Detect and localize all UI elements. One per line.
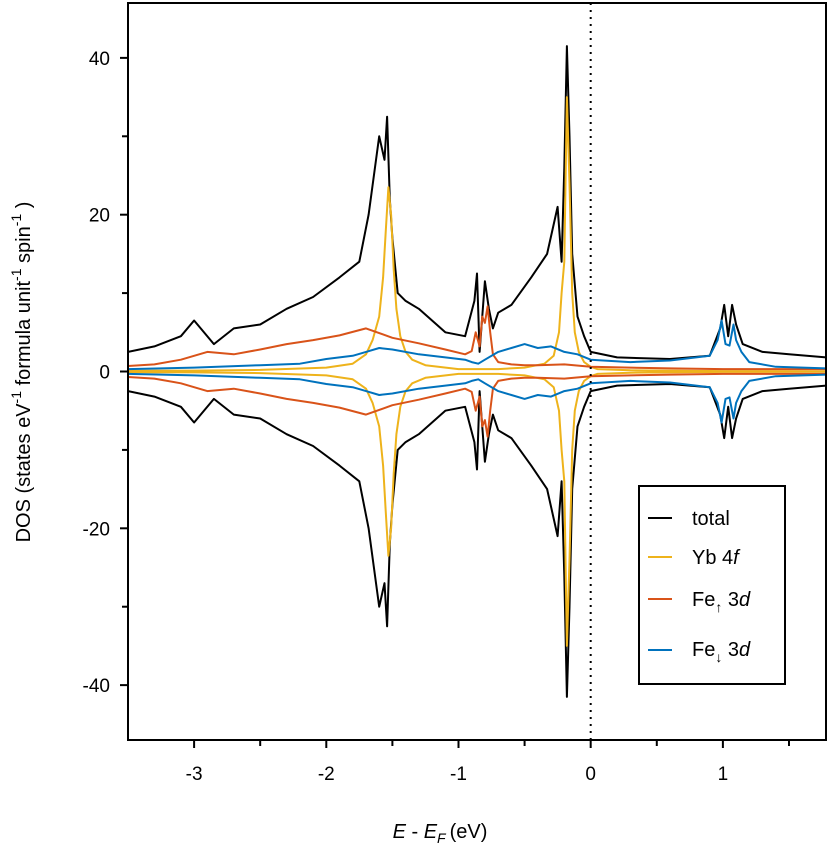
x-axis-title-e: E (393, 821, 407, 843)
y-tick-label: 40 (89, 49, 110, 70)
x-axis-title: E - EF (eV) (393, 821, 488, 846)
x-tick-label: 1 (718, 764, 729, 785)
legend-label-fe-up: Fe↑ 3d (692, 589, 751, 615)
plot-area (127, 2, 827, 741)
x-axis-title-unit: (eV) (450, 821, 488, 843)
y-tick-label: 20 (89, 206, 110, 227)
legend-label-fe-down-main: Fe (692, 639, 715, 661)
x-tick-label: 0 (585, 764, 596, 785)
series-fe_down_3d-up (128, 319, 826, 371)
y-tick-label: 0 (99, 363, 110, 384)
x-tick-label: -3 (186, 764, 203, 785)
legend-label-fe-up-sub: ↑ (715, 599, 722, 615)
y-axis-title: DOS (states eV-1 formula unit-1 spin-1 ) (8, 202, 35, 543)
legend-label-total-text: total (692, 508, 730, 530)
legend-label-fe-down-italic: d (739, 639, 751, 661)
series-fe_down_3d-down (128, 372, 826, 424)
x-tick-label: -1 (450, 764, 467, 785)
series-yb4f-up (128, 96, 826, 373)
x-axis-title-ef: E (424, 821, 438, 843)
legend-label-fe-down-sub: ↓ (715, 649, 722, 665)
x-axis-title-sub: F (437, 830, 447, 846)
y-axis-title-part3: spin (13, 226, 35, 268)
legend-label-fe-up-italic: d (739, 589, 751, 611)
series-yb4f-down (128, 370, 826, 647)
y-axis-title-part2: formula unit (13, 281, 35, 391)
series-fe_up_3d-down (128, 372, 826, 438)
y-axis-title-sup2: -1 (8, 268, 24, 281)
x-axis-ticks: -3 -2 -1 0 1 (186, 740, 790, 785)
y-axis-title-part4: ) (13, 202, 35, 214)
legend-label-yb4f: Yb 4f (692, 547, 741, 569)
series-total-up (128, 45, 826, 360)
legend-label-fe-up-main: Fe (692, 589, 715, 611)
legend-label-total: total (692, 508, 730, 530)
legend-label-yb4f-italic: f (733, 547, 741, 569)
x-tick-label: -2 (318, 764, 335, 785)
y-axis-ticks: 40 20 0 -20 -40 (83, 49, 128, 697)
y-axis-title-part1: DOS (states eV (13, 403, 35, 543)
x-axis-title-sep: - (406, 821, 424, 843)
series-fe_up_3d-up (128, 305, 826, 371)
legend-label-yb4f-main: Yb 4 (692, 547, 733, 569)
y-tick-label: -40 (83, 676, 110, 697)
series-layer (128, 45, 826, 698)
y-tick-label: -20 (83, 519, 110, 540)
y-axis-title-sup3: -1 (8, 214, 24, 227)
y-axis-title-sup1: -1 (8, 391, 24, 404)
legend: total Yb 4f Fe↑ 3d Fe↓ 3d (638, 485, 786, 685)
legend-label-fe-down: Fe↓ 3d (692, 639, 751, 665)
